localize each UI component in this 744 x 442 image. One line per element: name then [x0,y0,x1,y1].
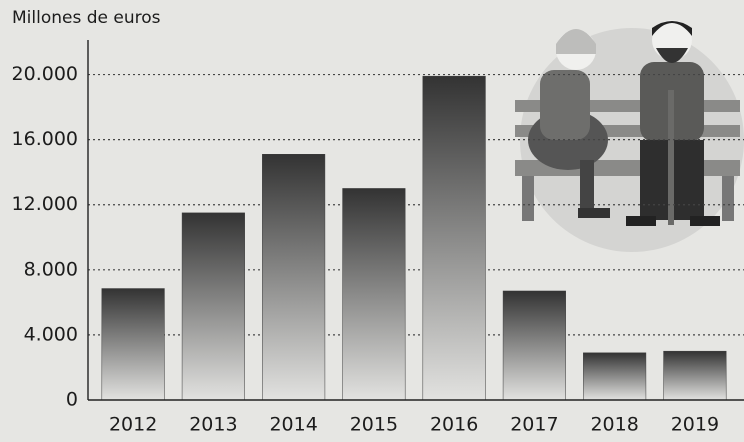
bar [663,350,727,401]
y-tick-label: 4.000 [24,323,78,345]
x-tick-label: 2013 [189,414,237,436]
y-tick-label: 20.000 [12,63,78,85]
y-tick-label: 8.000 [24,258,78,280]
y-tick-label: 16.000 [12,128,78,150]
x-tick-label: 2018 [590,414,638,436]
x-tick-label: 2019 [671,414,719,436]
chart-title: Millones de euros [12,8,161,28]
x-tick-label: 2014 [269,414,317,436]
x-tick-label: 2012 [109,414,157,436]
y-tick-label: 0 [66,389,78,411]
bar [502,290,566,401]
x-tick-label: 2017 [510,414,558,436]
y-tick-label: 12.000 [12,193,78,215]
bar [181,212,245,401]
bar [101,288,165,401]
x-tick-label: 2016 [430,414,478,436]
illustration [515,20,744,252]
bar [262,154,326,401]
bar [422,75,486,401]
bar [583,352,647,401]
bar [342,188,406,401]
x-tick-label: 2015 [350,414,398,436]
